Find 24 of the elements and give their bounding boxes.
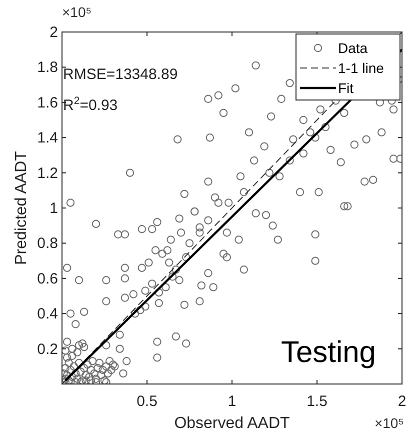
- x-tick-label: 2: [398, 393, 406, 410]
- y-tick-label: 2: [50, 24, 58, 41]
- x-tick-label: 0.5: [136, 393, 158, 410]
- legend-label: Fit: [338, 80, 354, 96]
- y-tick-label: 1.4: [37, 130, 58, 147]
- x-tick-label: 1.5: [306, 393, 328, 410]
- y-tick-label: 1.8: [37, 59, 58, 76]
- annotation: RMSE=13348.89: [63, 66, 178, 83]
- legend-label: 1-1 line: [338, 60, 384, 76]
- text: ×10⁵: [374, 415, 404, 431]
- y-tick-label: 1.2: [37, 164, 58, 182]
- x-tick-label: 1: [228, 393, 236, 410]
- annotation: R$^{2}$=0.93: [63, 95, 118, 114]
- text: ×10⁵: [62, 4, 92, 20]
- y-tick-label: 0.2: [37, 340, 58, 358]
- y-tick-label: 0.4: [37, 306, 58, 323]
- y-axis-title: Predicted AADT: [13, 150, 30, 265]
- annotation: Testing: [280, 336, 376, 369]
- x-axis-title: Observed AADT: [174, 415, 290, 432]
- y-tick-label: 0.6: [37, 270, 58, 288]
- legend-label: Data: [338, 40, 368, 56]
- y-tick-label: 0.8: [37, 235, 58, 252]
- y-tick-label: 1: [50, 200, 58, 217]
- y-tick-label: 1.6: [37, 94, 58, 112]
